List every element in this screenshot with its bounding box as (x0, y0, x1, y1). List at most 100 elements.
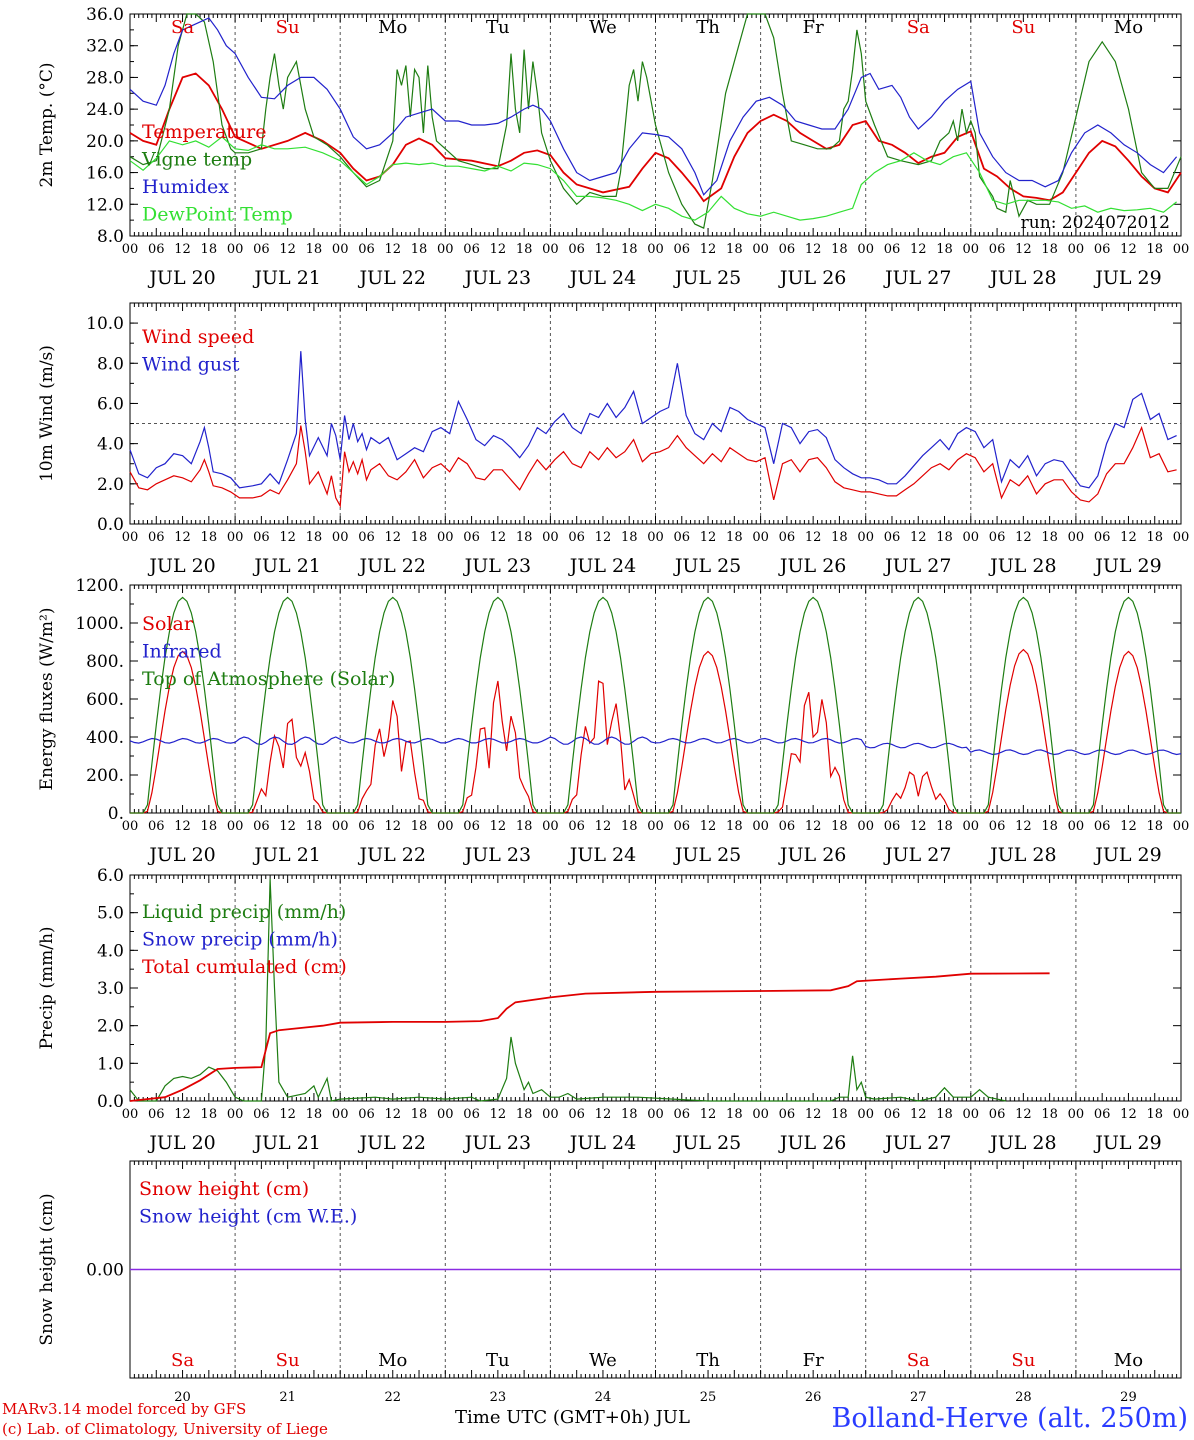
hour-label: 12 (279, 1107, 296, 1122)
hour-label: 12 (805, 819, 822, 834)
hour-label: 00 (752, 530, 769, 545)
hour-label: 12 (700, 242, 717, 257)
hour-label: 00 (1068, 530, 1085, 545)
hour-label: 18 (1041, 819, 1058, 834)
hour-label: 18 (516, 819, 533, 834)
hour-label: 00 (227, 242, 244, 257)
date-label: JUL 22 (358, 267, 426, 289)
hour-label: 18 (831, 530, 848, 545)
hour-label: 06 (1094, 1107, 1111, 1122)
weekday-label: We (589, 1350, 617, 1371)
hour-label: 06 (779, 242, 796, 257)
hour-label: 06 (463, 530, 480, 545)
weekday-label: Mo (378, 1350, 407, 1371)
hour-label: 12 (490, 1107, 507, 1122)
date-label: JUL 20 (147, 555, 215, 577)
series-line-temperature (129, 72, 1182, 203)
day-number-label: 22 (384, 1390, 401, 1405)
weekday-label: Tu (486, 17, 510, 38)
date-label: JUL 22 (358, 555, 426, 577)
date-label: JUL 28 (988, 555, 1056, 577)
hour-label: 18 (201, 242, 218, 257)
hour-label: 06 (779, 819, 796, 834)
legend-entry: DewPoint Temp (142, 204, 293, 226)
y-tick-label: 10.0 (86, 314, 124, 334)
weekday-label: We (589, 17, 617, 38)
hour-label: 00 (437, 1107, 454, 1122)
hour-label: 18 (306, 530, 323, 545)
hour-label: 06 (463, 1107, 480, 1122)
series-line-total-cumulated-cm- (129, 972, 1050, 1102)
hour-label: 18 (621, 242, 638, 257)
legend-entry: Solar (142, 613, 194, 635)
hour-label: 12 (1015, 1107, 1032, 1122)
hour-label: 12 (174, 530, 191, 545)
hour-label: 18 (1146, 819, 1163, 834)
y-tick-label: 5.0 (97, 904, 124, 924)
hour-label: 12 (279, 530, 296, 545)
hour-label: 00 (332, 242, 349, 257)
hour-label: 06 (253, 819, 270, 834)
credit-line-2: (c) Lab. of Climatology, University of L… (2, 1420, 328, 1438)
hour-label: 00 (647, 819, 664, 834)
hour-label: 18 (831, 819, 848, 834)
date-label: JUL 27 (883, 844, 951, 866)
date-label: JUL 21 (252, 844, 320, 866)
date-label: JUL 22 (358, 844, 426, 866)
hour-label: 00 (857, 242, 874, 257)
hour-label: 12 (1120, 242, 1137, 257)
hour-label: 18 (936, 1107, 953, 1122)
hour-label: 18 (1041, 530, 1058, 545)
date-label: JUL 21 (252, 267, 320, 289)
date-label: JUL 20 (147, 844, 215, 866)
y-tick-label: 0.0 (97, 515, 124, 535)
hour-label: 12 (700, 819, 717, 834)
day-number-label: 25 (700, 1390, 717, 1405)
weekday-label: Su (276, 17, 300, 38)
hour-label: 06 (884, 242, 901, 257)
date-label: JUL 20 (147, 1132, 215, 1154)
hour-label: 00 (752, 1107, 769, 1122)
legend-entry: Wind gust (142, 354, 240, 376)
y-tick-label: 20.0 (86, 132, 124, 152)
hour-label: 12 (1015, 819, 1032, 834)
hour-label: 18 (201, 530, 218, 545)
time-axis-title: Time UTC (GMT+0h) JUL (455, 1407, 690, 1428)
y-tick-label: 400. (86, 728, 124, 748)
hour-label: 06 (358, 242, 375, 257)
hour-label: 06 (253, 1107, 270, 1122)
date-label: JUL 29 (1093, 267, 1161, 289)
hour-label: 18 (936, 530, 953, 545)
weekday-label: Mo (1114, 17, 1143, 38)
hour-label: 00 (647, 242, 664, 257)
hour-label: 18 (726, 1107, 743, 1122)
date-label: JUL 27 (883, 555, 951, 577)
y-tick-label: 8.0 (97, 227, 124, 247)
legend-entry: Total cumulated (cm) (142, 956, 347, 978)
series-line-dewpoint-temp (129, 136, 1177, 221)
hour-label: 12 (490, 530, 507, 545)
hour-label: 12 (1120, 1107, 1137, 1122)
hour-label: 18 (516, 1107, 533, 1122)
hour-label: 00 (857, 530, 874, 545)
hour-label: 06 (463, 242, 480, 257)
hour-label: 18 (306, 819, 323, 834)
hour-label: 06 (884, 819, 901, 834)
day-number-label: 20 (174, 1390, 191, 1405)
hour-label: 00 (963, 819, 980, 834)
weekday-label: Fr (803, 1350, 824, 1371)
y-tick-label: 8.0 (97, 354, 124, 374)
hour-label: 06 (1094, 242, 1111, 257)
hour-label: 06 (884, 1107, 901, 1122)
series-line-liquid-precip-mm-h- (129, 878, 1006, 1102)
hour-label: 06 (253, 242, 270, 257)
hour-label: 18 (726, 819, 743, 834)
hour-label: 06 (674, 819, 691, 834)
hour-label: 12 (174, 819, 191, 834)
date-label: JUL 26 (778, 844, 846, 866)
y-tick-label: 0. (108, 804, 124, 824)
hour-label: 00 (963, 242, 980, 257)
credit-line-1: MARv3.14 model forced by GFS (2, 1400, 247, 1418)
hour-label: 00 (542, 819, 559, 834)
hour-label: 06 (989, 819, 1006, 834)
